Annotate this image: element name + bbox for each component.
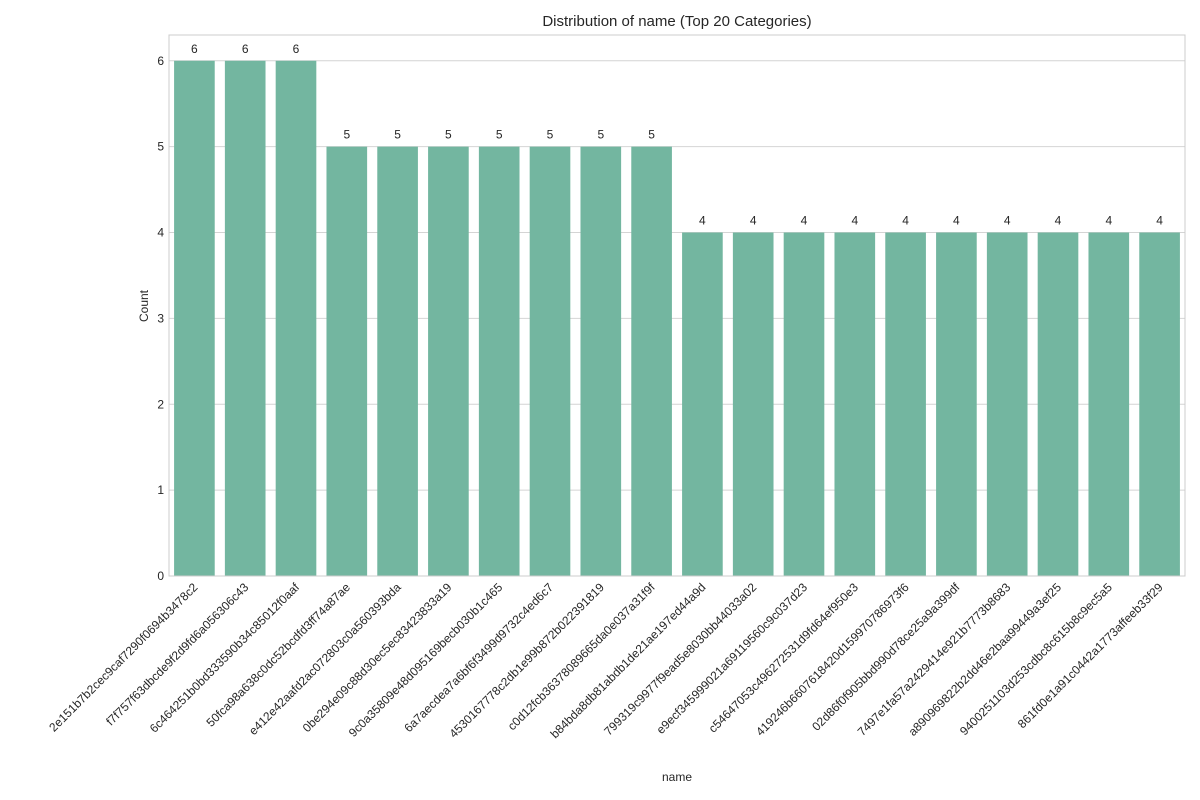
bar-value-label: 4 <box>953 214 960 228</box>
y-tick-label: 4 <box>157 226 164 240</box>
bar <box>275 60 317 577</box>
y-tick-label: 3 <box>157 311 164 325</box>
x-axis-label: name <box>662 770 692 784</box>
y-axis-ticks: 0 1 2 3 4 5 6 <box>157 54 164 583</box>
bar <box>986 232 1028 576</box>
bar-value-label: 5 <box>648 128 655 142</box>
bar <box>326 146 368 576</box>
plot-frame <box>168 34 1186 577</box>
gridlines <box>169 60 1185 577</box>
bars <box>174 60 1180 577</box>
bar <box>1037 232 1079 576</box>
bar <box>1088 232 1130 576</box>
chart-title: Distribution of name (Top 20 Categories) <box>542 13 811 30</box>
y-tick-label: 5 <box>157 140 164 154</box>
bar-value-label: 5 <box>496 128 503 142</box>
bar <box>428 146 469 576</box>
bar-value-label: 4 <box>1105 214 1112 228</box>
bar-value-label: 4 <box>851 214 858 228</box>
bar <box>1139 232 1180 576</box>
bar <box>478 146 520 576</box>
bar-value-label: 4 <box>801 214 808 228</box>
bar-value-label: 4 <box>1055 214 1062 228</box>
bar <box>834 232 876 576</box>
y-tick-label: 1 <box>157 483 164 497</box>
bar <box>885 232 926 576</box>
bar-value-label: 4 <box>1156 214 1163 228</box>
bar <box>732 232 774 576</box>
y-axis-label: Count <box>137 289 151 322</box>
bar <box>631 146 672 576</box>
bar <box>580 146 622 576</box>
y-tick-label: 2 <box>157 397 164 411</box>
bar-value-label: 6 <box>242 42 249 56</box>
bar-value-label: 5 <box>445 128 452 142</box>
bar-value-label: 5 <box>547 128 554 142</box>
bar <box>224 60 266 577</box>
bar-value-label: 5 <box>597 128 604 142</box>
bar <box>936 232 977 576</box>
y-tick-label: 6 <box>157 54 164 68</box>
bar-value-label: 4 <box>1004 214 1011 228</box>
bar-value-label: 4 <box>750 214 757 228</box>
x-axis-ticks: 2e151b7b2cec9caf7290f0694b3478c2f7f757f6… <box>46 580 1166 741</box>
bar <box>682 232 723 576</box>
bar <box>174 60 215 577</box>
bar-value-label: 6 <box>293 42 300 56</box>
bar-value-label: 5 <box>343 128 350 142</box>
bar-value-label: 5 <box>394 128 401 142</box>
bar <box>783 232 825 576</box>
bar-value-label: 4 <box>902 214 909 228</box>
bar <box>529 146 571 576</box>
data-labels: 6 6 6 5 5 5 5 5 5 5 4 4 4 4 4 4 4 4 4 4 <box>191 42 1163 228</box>
bar-value-label: 4 <box>699 214 706 228</box>
bar <box>377 146 418 576</box>
bar-value-label: 6 <box>191 42 198 56</box>
y-tick-label: 0 <box>157 569 164 583</box>
